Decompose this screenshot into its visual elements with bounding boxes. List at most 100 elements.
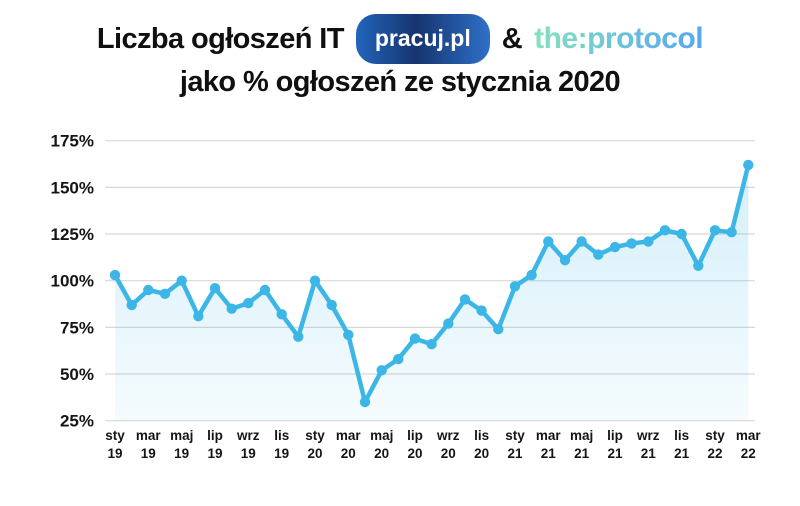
x-tick-year: 21	[541, 446, 557, 461]
x-tick-year: 19	[107, 446, 122, 461]
data-point	[609, 241, 621, 253]
x-tick-month: lis	[474, 428, 489, 443]
x-tick-month: maj	[370, 428, 393, 443]
data-point	[176, 275, 187, 286]
x-tick-month: sty	[705, 428, 725, 443]
x-tick-year: 20	[341, 446, 356, 461]
data-point	[526, 269, 537, 281]
y-tick-label: 125%	[51, 225, 94, 244]
y-tick-label: 150%	[51, 178, 94, 197]
x-tick-year: 19	[174, 446, 189, 461]
data-point	[276, 309, 287, 320]
logo-char: l	[695, 22, 704, 55]
y-tick-label: 25%	[60, 412, 94, 431]
y-tick-label: 100%	[51, 272, 94, 291]
x-tick-month: lis	[674, 428, 689, 443]
data-point	[476, 305, 487, 316]
y-tick-label: 50%	[60, 365, 94, 384]
chart-title-line1: Liczba ogłoszeń IT pracuj.pl & the:proto…	[0, 14, 800, 64]
data-point	[376, 365, 387, 376]
pracuj-pl-logo-badge: pracuj.pl	[355, 14, 490, 64]
data-point	[193, 311, 204, 322]
data-point	[693, 260, 704, 271]
data-point	[676, 228, 687, 240]
title-text-prefix: Liczba ogłoszeń IT	[96, 23, 345, 55]
data-point	[576, 236, 587, 247]
x-tick-year: 21	[674, 446, 690, 461]
data-points	[109, 159, 754, 408]
x-tick-month: sty	[305, 428, 325, 443]
x-tick-year: 22	[741, 446, 756, 461]
logo-char: o	[677, 22, 696, 55]
data-point	[626, 238, 637, 249]
x-tick-year: 22	[707, 446, 722, 461]
data-point	[643, 236, 654, 247]
area-fill	[115, 165, 749, 421]
x-tick-month: lip	[407, 428, 423, 443]
data-point	[159, 288, 171, 299]
data-point	[743, 159, 754, 171]
x-tick-year: 20	[374, 446, 389, 461]
x-tick-year: 19	[274, 446, 289, 461]
x-tick-month: maj	[570, 428, 593, 443]
logo-char: c	[661, 22, 678, 55]
data-point	[409, 333, 421, 344]
x-tick-month: lip	[607, 428, 623, 443]
x-tick-year: 21	[607, 446, 623, 461]
chart-title-line2: jako % ogłoszeń ze stycznia 2020	[179, 66, 621, 98]
x-tick-year: 20	[407, 446, 422, 461]
data-point	[326, 299, 337, 311]
data-point	[109, 269, 121, 281]
x-tick-month: mar	[536, 428, 562, 443]
title-ampersand: &	[501, 23, 523, 55]
x-tick-year: 21	[507, 446, 523, 461]
x-tick-month: mar	[336, 428, 362, 443]
data-point	[709, 225, 721, 236]
logo-char: r	[604, 22, 617, 55]
data-point	[243, 297, 254, 309]
data-point	[559, 255, 571, 266]
x-tick-month: wrz	[636, 428, 660, 443]
x-tick-year: 21	[641, 446, 657, 461]
x-tick-month: wrz	[436, 428, 460, 443]
data-point	[543, 236, 554, 247]
x-tick-year: 19	[207, 446, 222, 461]
logo-char: o	[616, 22, 634, 55]
data-point	[126, 299, 137, 311]
x-tick-year: 21	[574, 446, 590, 461]
x-axis-labels: sty 19 mar 19 maj 19 lip 19 wrz 19 lis 19 sty 20 mar 20…	[105, 428, 761, 461]
x-tick-month: lis	[274, 428, 289, 443]
x-tick-year: 20	[441, 446, 456, 461]
logo-char: p	[587, 22, 605, 55]
data-point	[143, 284, 154, 296]
x-tick-month: lip	[207, 428, 223, 443]
logo-char: o	[643, 22, 662, 55]
the-protocol-logo: the:protocol	[534, 19, 704, 59]
x-tick-year: 20	[307, 446, 322, 461]
x-tick-month: mar	[136, 428, 162, 443]
x-tick-month: mar	[736, 428, 762, 443]
data-point	[426, 339, 437, 350]
data-point	[459, 294, 471, 305]
x-tick-month: maj	[170, 428, 193, 443]
logo-char: e	[561, 22, 578, 55]
y-tick-label: 175%	[51, 132, 94, 151]
data-point	[226, 303, 237, 314]
data-point	[443, 318, 454, 329]
data-point	[593, 249, 604, 260]
data-point	[343, 329, 354, 340]
data-point	[509, 281, 521, 292]
x-tick-month: wrz	[236, 428, 260, 443]
x-tick-month: sty	[105, 428, 125, 443]
x-tick-year: 19	[241, 446, 256, 461]
x-tick-year: 20	[474, 446, 489, 461]
data-point	[209, 283, 221, 294]
data-point	[393, 353, 404, 365]
logo-char: :	[577, 22, 588, 55]
logo-char: t	[534, 22, 544, 55]
x-tick-year: 19	[141, 446, 156, 461]
line-chart: 175% 150% 125% 100% 75% 50% 25% sty 19 mar 19 maj 19…	[51, 132, 762, 461]
logo-char: h	[543, 22, 562, 55]
x-tick-month: sty	[505, 428, 525, 443]
